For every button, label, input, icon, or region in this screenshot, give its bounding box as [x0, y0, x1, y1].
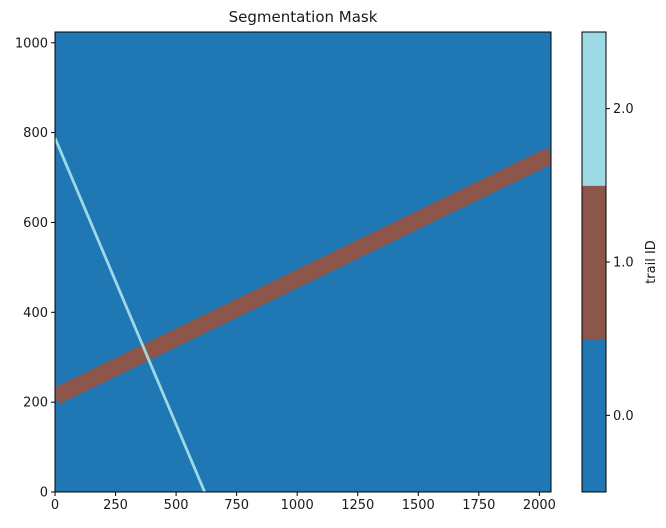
chart-title: Segmentation Mask [229, 8, 378, 26]
colorbar-tick-label: 2.0 [613, 102, 634, 117]
colorbar [582, 32, 606, 493]
x-tick-label: 750 [224, 498, 249, 513]
colorbar-ticks: 0.0 1.0 2.0 [606, 102, 634, 424]
trail-1-line [55, 147, 551, 405]
plot-border [54, 31, 552, 493]
colorbar-label: trail ID [644, 240, 659, 284]
x-tick-label: 2000 [523, 498, 556, 513]
y-tick-label: 800 [23, 126, 48, 141]
plot-area [55, 32, 551, 492]
x-axis: 0 250 500 750 1000 1250 1500 1750 2000 [51, 492, 556, 513]
x-tick-label: 1500 [402, 498, 435, 513]
x-tick-label: 1000 [281, 498, 314, 513]
colorbar-tick-label: 1.0 [613, 256, 634, 271]
y-tick-label: 200 [23, 396, 48, 411]
y-tick-label: 600 [23, 216, 48, 231]
x-tick-label: 1250 [341, 498, 374, 513]
x-tick-label: 0 [51, 498, 59, 513]
colorbar-tick-label: 0.0 [613, 409, 634, 424]
colorbar-segment-2 [582, 32, 606, 186]
x-tick-label: 250 [103, 498, 128, 513]
x-tick-label: 500 [164, 498, 189, 513]
colorbar-segment-0 [582, 338, 606, 493]
y-axis: 0 200 400 600 800 1000 [15, 36, 55, 501]
mask-background [55, 32, 551, 492]
y-tick-label: 400 [23, 306, 48, 321]
x-tick-label: 1750 [462, 498, 495, 513]
y-tick-label: 0 [40, 486, 48, 501]
colorbar-segment-1 [582, 185, 606, 340]
trail-2-line [55, 137, 206, 492]
y-tick-label: 1000 [15, 36, 48, 51]
